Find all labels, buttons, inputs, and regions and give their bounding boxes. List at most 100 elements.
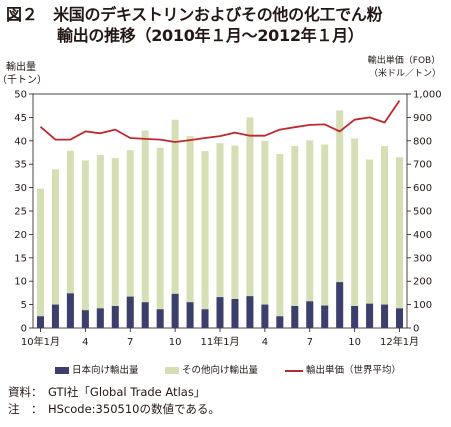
legend-item-other: その他向け輸出量 [165, 362, 258, 376]
plot-area: 0510152025303540455001002003004005006007… [14, 90, 441, 349]
legend-swatch-price [285, 369, 303, 372]
x-tick-label: 4 [82, 337, 88, 348]
y-left-tick-label: 20 [14, 230, 27, 241]
bar-other [171, 119, 179, 329]
y-right-label-2: （米ドル／トン） [369, 67, 441, 79]
bar-other [216, 143, 224, 328]
bar-japan [216, 297, 224, 328]
x-tick-label: 4 [262, 337, 268, 348]
footnote-label: 注 ： [8, 402, 43, 416]
bar-other [96, 154, 104, 328]
legend-label-japan: 日本向け輸出量 [72, 365, 139, 376]
bar-japan [321, 305, 329, 328]
x-tick-label: 10 [169, 337, 182, 348]
legend-swatch-other [165, 367, 179, 374]
y-left-tick-label: 45 [14, 113, 27, 124]
x-tick-label: 7 [127, 337, 133, 348]
y-right-tick-label: 0 [413, 324, 419, 335]
bar-japan [381, 304, 389, 328]
bar-other [321, 144, 329, 328]
y-left-tick-label: 15 [14, 253, 27, 264]
source-note: 資料： GTI社「Global Trade Atlas」 [8, 384, 220, 401]
bar-japan [201, 309, 209, 328]
bar-other [81, 160, 89, 328]
bar-other [276, 153, 284, 328]
bar-other [36, 188, 44, 328]
y-right-tick-label: 400 [413, 230, 432, 241]
y-left-tick-label: 50 [14, 90, 27, 101]
bar-japan [231, 298, 239, 328]
bar-japan [111, 306, 119, 328]
x-tick-label: 7 [307, 337, 313, 348]
notes: 資料： GTI社「Global Trade Atlas」 注 ： HScode:35… [8, 384, 220, 418]
footnote-text: HScode:350510の数値である。 [48, 402, 220, 416]
bar-other [396, 157, 404, 328]
bar-japan [51, 304, 59, 328]
y-right-tick-label: 600 [413, 183, 432, 194]
bar-other [156, 147, 164, 328]
y-right-tick-label: 200 [413, 277, 432, 288]
bar-japan [171, 293, 179, 328]
y-left-tick-label: 35 [14, 160, 27, 171]
bar-japan [126, 296, 134, 328]
x-tick-label: 12年1月 [380, 335, 419, 348]
y-left-label-2: （千トン） [0, 74, 47, 86]
bar-japan [81, 310, 89, 328]
bar-other [231, 145, 239, 328]
y-right-tick-label: 300 [413, 253, 432, 264]
bar-other [186, 136, 194, 328]
y-left-tick-label: 25 [14, 207, 27, 218]
bar-other [66, 150, 74, 328]
legend: 日本向け輸出量 その他向け輸出量 輸出単価（世界平均） [0, 362, 451, 376]
bar-other [201, 151, 209, 328]
chart-title-line2: 輸出の推移（2010年１月～2012年１月） [57, 26, 364, 45]
chart-title: 図２ 米国のデキストリンおよびその他の化工でん粉 輸出の推移（2010年１月～2… [6, 4, 446, 46]
bar-other [351, 138, 359, 328]
y-left-tick-label: 40 [14, 136, 27, 147]
bar-japan [306, 301, 314, 328]
bar-japan [336, 282, 344, 328]
bar-other [141, 130, 149, 328]
y-right-label-1: 輸出単価（FOB） [368, 54, 440, 66]
bar-other [306, 140, 314, 328]
price-line [39, 100, 401, 143]
bar-other [246, 117, 254, 329]
bar-japan [186, 302, 194, 328]
bar-japan [66, 293, 74, 328]
y-right-tick-label: 700 [413, 160, 432, 171]
bar-other [366, 159, 374, 328]
legend-label-other: その他向け輸出量 [182, 365, 259, 376]
bar-japan [291, 306, 299, 328]
chart-canvas: 輸出量 （千トン） 輸出単価（FOB） （米ドル／トン） 0 5 10 15 20 25 3… [0, 54, 442, 349]
bar-japan [96, 308, 104, 328]
legend-label-price: 輸出単価（世界平均） [306, 365, 402, 376]
y-right-tick-label: 1,000 [413, 90, 442, 101]
bar-japan [396, 308, 404, 328]
bar-japan [246, 296, 254, 328]
bar-other [51, 169, 59, 328]
bar-japan [366, 303, 374, 328]
x-tick-label: 10年1月 [21, 335, 60, 348]
x-tick-label: 11年1月 [200, 335, 239, 348]
legend-item-price: 輸出単価（世界平均） [285, 362, 401, 376]
y-right-tick-label: 900 [413, 113, 432, 124]
bar-other [291, 145, 299, 328]
y-left-tick-label: 30 [14, 183, 27, 194]
bar-other [111, 158, 119, 328]
x-tick-label: 10 [348, 337, 361, 348]
y-right-tick-label: 800 [413, 136, 432, 147]
bar-japan [261, 304, 269, 328]
y-right-tick-label: 100 [413, 300, 432, 311]
bar-other [381, 145, 389, 328]
bar-other [261, 140, 269, 328]
source-label: 資料： [8, 385, 43, 399]
y-left-tick-label: 0 [21, 324, 27, 335]
y-right-tick-label: 500 [413, 207, 432, 218]
bar-japan [351, 306, 359, 328]
y-left-tick-label: 5 [21, 300, 27, 311]
bar-other [336, 110, 344, 328]
bar-other [126, 150, 134, 328]
source-text: GTI社「Global Trade Atlas」 [48, 385, 206, 399]
legend-item-japan: 日本向け輸出量 [55, 362, 139, 376]
bar-japan [141, 302, 149, 328]
